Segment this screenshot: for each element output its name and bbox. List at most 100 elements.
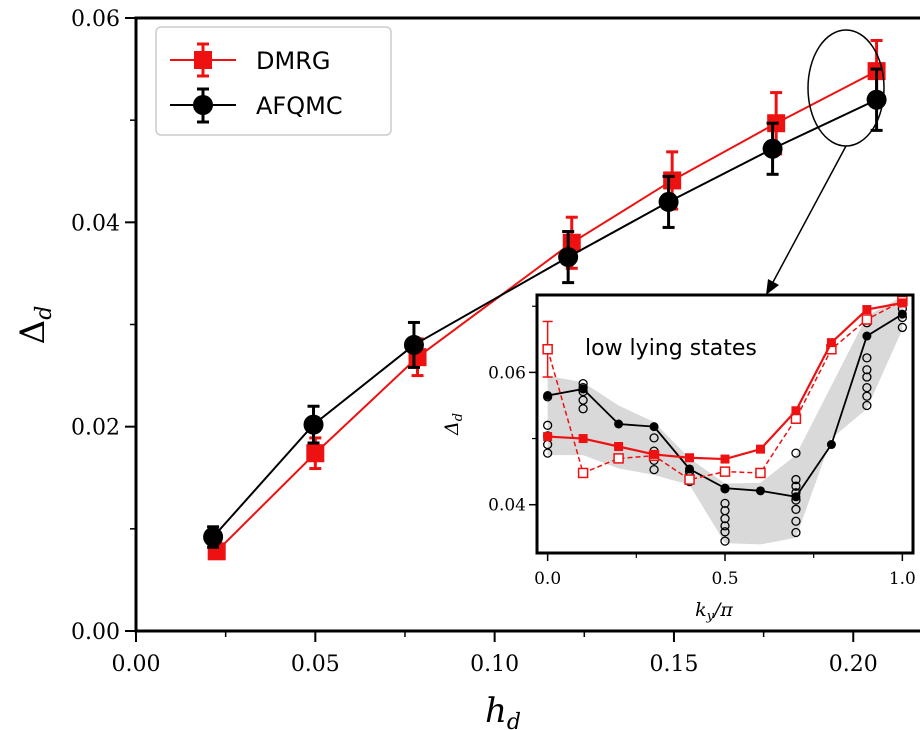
legend-afqmc-label: AFQMC — [256, 92, 343, 120]
inset-plot: 0.0 0.5 1.00.040.06 low lying states ky/π … — [441, 293, 916, 624]
inset-red-filled-square — [791, 406, 801, 416]
afqmc-point — [558, 247, 579, 268]
x-axis-title: hd — [485, 691, 521, 730]
inset-black-point — [720, 483, 730, 493]
legend-box — [155, 26, 392, 136]
inset-red-open-square — [577, 467, 589, 479]
inset-low-lying-state — [720, 506, 730, 516]
inset-low-lying-state — [720, 521, 730, 531]
inset-red-filled-square — [614, 441, 624, 451]
inset-red-open-square — [613, 453, 624, 464]
x-tick-label: 0.00 — [112, 652, 161, 677]
inset-x-axis-title: ky/π — [695, 599, 733, 624]
inset-black-point — [755, 486, 765, 496]
inset-black-point — [543, 391, 553, 401]
inset-low-lying-state — [862, 353, 872, 363]
inset-shaded-band — [547, 296, 903, 545]
inset-low-lying-state — [649, 464, 659, 475]
inset-low-lying-state — [720, 527, 730, 537]
legend-dmrg-marker — [194, 51, 212, 69]
inset-black-point — [614, 419, 624, 429]
inset-red-filled-square — [862, 305, 872, 315]
callout-arrow-line — [771, 145, 847, 285]
inset-low-lying-state — [791, 448, 801, 458]
inset-black-point — [826, 440, 836, 450]
inset-series — [542, 295, 908, 546]
inset-y-axis-title-main: Δ — [441, 421, 463, 436]
inset-red-filled-square — [826, 338, 836, 348]
inset-y-axis-title: Δd — [441, 413, 466, 436]
inset-x-axis-title-sub: y — [706, 609, 715, 624]
dmrg-point — [306, 444, 325, 463]
inset-low-lying-state — [862, 365, 872, 375]
main-series — [203, 38, 887, 561]
inset-black-point — [862, 331, 872, 341]
inset-red-open-square — [542, 343, 553, 355]
inset-red-filled-square — [685, 453, 695, 463]
main-ticks: 0.00 0.05 0.10 0.15 0.20 0.00 0.02 0.04 0.06 — [71, 7, 878, 677]
inset-black-point — [791, 492, 801, 502]
inset-low-lying-state — [649, 433, 659, 443]
afqmc-point — [203, 527, 224, 548]
inset-band — [547, 296, 903, 545]
dmrg-point — [663, 171, 682, 190]
x-axis-title-main: h — [485, 691, 507, 730]
y-tick-label: 0.04 — [71, 211, 120, 236]
legend-entry-afqmc: AFQMC — [170, 87, 343, 124]
afqmc-point — [762, 138, 783, 159]
inset-low-lying-state — [862, 382, 872, 393]
inset-red-filled-square — [720, 454, 730, 464]
inset-red-open-square — [684, 474, 695, 485]
y-axis-title-sub: d — [32, 306, 57, 320]
inset-red-open-square — [755, 467, 766, 479]
legend: DMRG AFQMC — [155, 26, 392, 136]
y-axis-title: Δd — [13, 306, 57, 345]
afqmc-point — [658, 191, 679, 212]
x-axis-title-sub: d — [507, 710, 521, 730]
inset-red-open-square — [861, 314, 873, 325]
x-tick-label: 0.15 — [649, 652, 698, 677]
x-tick-label: 0.05 — [291, 652, 340, 677]
inset-black-point — [578, 384, 588, 394]
x-tick-label: 0.10 — [470, 652, 519, 677]
inset-low-lying-state — [720, 498, 730, 509]
inset-x-tick-label: 1.0 — [889, 569, 916, 589]
legend-afqmc-marker — [193, 95, 213, 115]
inset-low-lying-state — [897, 322, 908, 333]
inset-low-lying-state — [791, 504, 801, 514]
inset-low-lying-state — [720, 536, 730, 546]
x-tick-label: 0.20 — [829, 652, 878, 677]
inset-red-filled-square — [649, 449, 659, 459]
inset-red-filled-square — [897, 298, 907, 308]
inset-red-filled-square — [755, 444, 765, 454]
afqmc-point — [403, 334, 424, 355]
inset-red-filled-square — [578, 434, 588, 444]
y-tick-label: 0.00 — [71, 620, 120, 645]
inset-low-lying-state — [791, 516, 801, 526]
callout-arrow-head — [766, 279, 779, 295]
main-plot: 0.00 0.05 0.10 0.15 0.200.000.020.040.06 hd … — [13, 7, 920, 730]
y-tick-label: 0.02 — [71, 416, 120, 441]
inset-low-lying-state — [791, 527, 801, 538]
inset-low-lying-state — [791, 481, 801, 491]
inset-y-axis-title-sub: d — [451, 413, 466, 421]
inset-red-filled-square — [543, 432, 553, 442]
inset-y-tick-label: 0.06 — [488, 363, 526, 383]
inset-y-tick-label: 0.04 — [488, 496, 526, 516]
inset-x-tick-label: 0.5 — [711, 569, 738, 589]
inset-low-lying-state — [862, 400, 872, 411]
afqmc-point — [303, 414, 324, 435]
inset-ticks: 0.0 0.5 1.0 0.04 0.06 — [488, 305, 916, 589]
y-tick-label: 0.06 — [71, 7, 120, 32]
legend-entry-dmrg: DMRG — [170, 42, 330, 78]
inset-x-axis-title-tail: /π — [712, 599, 733, 621]
inset-low-lying-state — [862, 372, 872, 382]
y-axis-title-main: Δ — [13, 320, 53, 345]
inset-low-lying-state — [791, 474, 801, 485]
inset-x-tick-label: 0.0 — [534, 569, 561, 589]
inset-x-axis-title-main: k — [695, 599, 707, 621]
inset-black-point — [897, 309, 907, 319]
inset-black-point — [685, 464, 695, 474]
inset-red-open-square — [719, 466, 731, 477]
